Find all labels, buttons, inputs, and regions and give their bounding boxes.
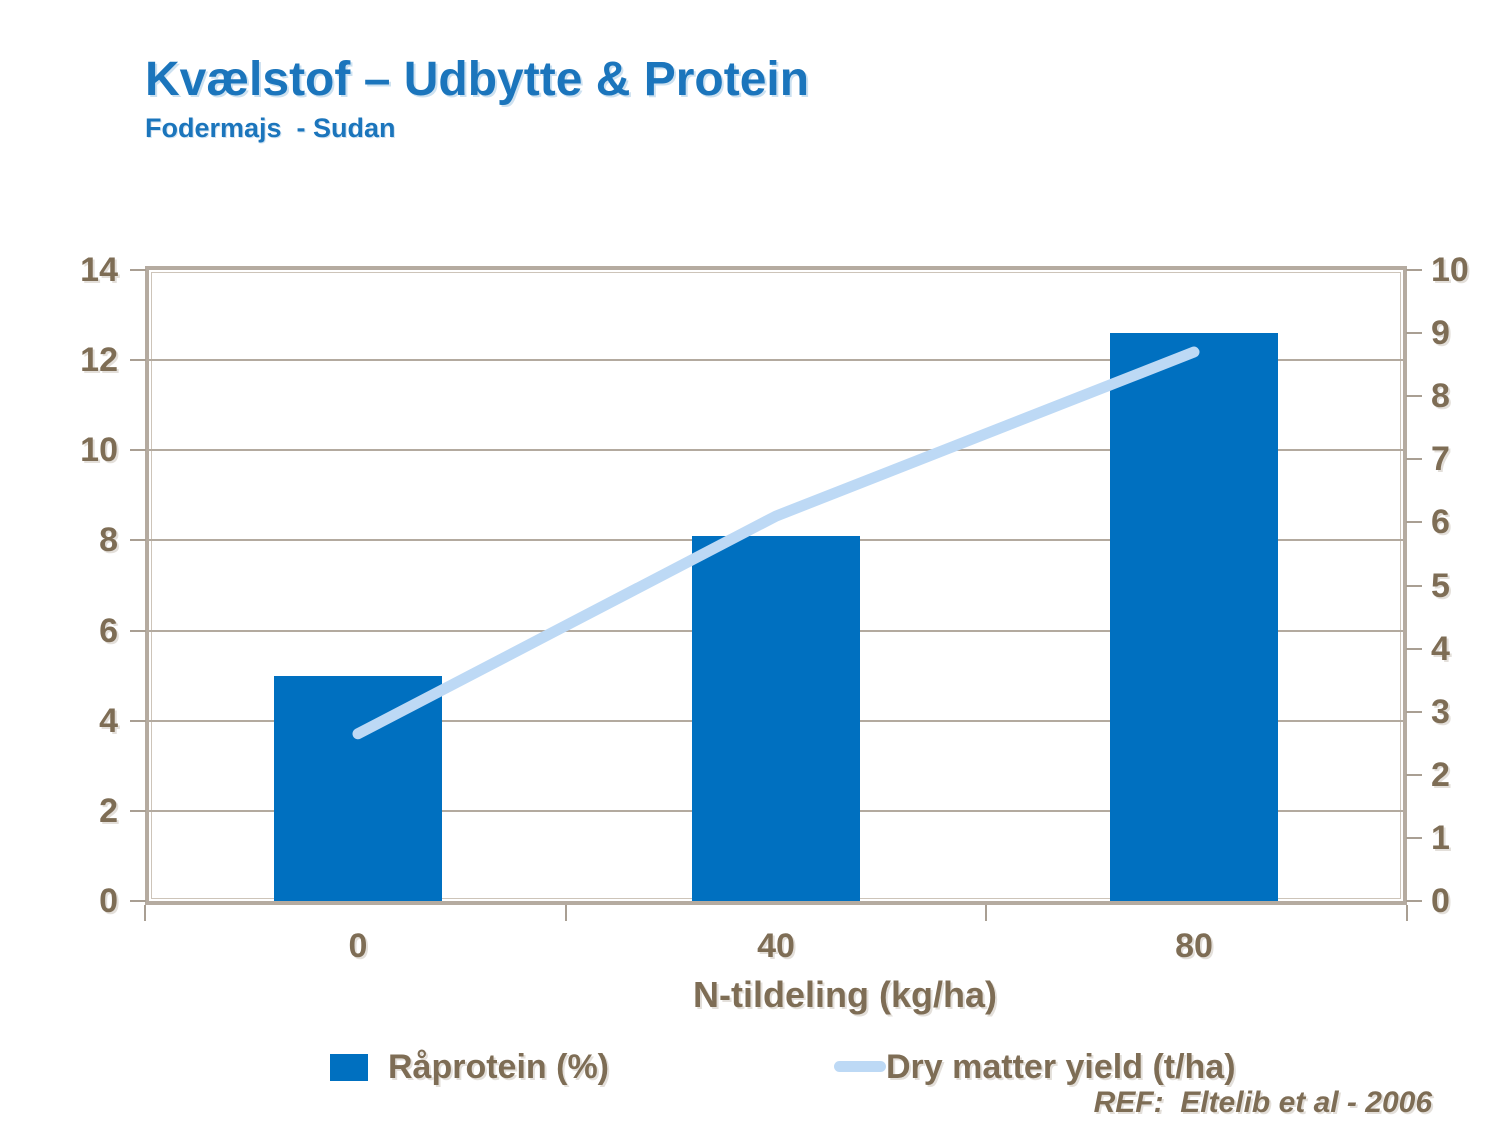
right-axis-label-9: 9 xyxy=(1431,314,1450,353)
x-axis-label-80: 80 xyxy=(1175,927,1213,965)
right-axis-label-7: 7 xyxy=(1431,440,1450,479)
dry-matter-line xyxy=(352,346,1200,740)
right-axis-tick-5 xyxy=(1406,584,1422,587)
x-axis-tick-1 xyxy=(564,905,567,921)
legend-label-raprotein: Råprotein (%) xyxy=(388,1048,609,1086)
bar-legend-swatch xyxy=(330,1054,368,1081)
legend-label-dry-matter-yield: Dry matter yield (t/ha) xyxy=(886,1048,1236,1086)
right-axis-tick-0 xyxy=(1406,900,1422,902)
x-axis-tick-2 xyxy=(985,905,988,921)
right-axis-tick-3 xyxy=(1406,710,1422,713)
left-axis-tick-12 xyxy=(130,359,146,362)
left-axis-tick-2 xyxy=(130,809,146,812)
chart-subtitle: Fodermajs - Sudan xyxy=(145,113,396,143)
line-legend-swatch xyxy=(834,1061,886,1072)
right-axis-label-2: 2 xyxy=(1431,755,1450,794)
right-axis-tick-8 xyxy=(1406,395,1422,398)
right-axis-label-1: 1 xyxy=(1431,818,1450,857)
x-axis-label-0: 0 xyxy=(348,927,368,965)
right-axis-label-10: 10 xyxy=(1431,251,1469,289)
left-axis-tick-0 xyxy=(130,900,146,902)
right-axis-tick-2 xyxy=(1406,773,1422,776)
right-axis-label-0: 0 xyxy=(1431,882,1450,920)
left-axis-tick-10 xyxy=(130,449,146,452)
right-axis-tick-6 xyxy=(1406,521,1422,524)
left-axis-label-12: 12 xyxy=(80,341,118,380)
chart-title: Kvælstof – Udbytte & Protein xyxy=(145,53,810,106)
right-axis-label-6: 6 xyxy=(1431,503,1450,542)
x-axis-title: N-tildeling (kg/ha) xyxy=(693,974,997,1015)
x-axis-label-40: 40 xyxy=(757,927,795,965)
left-axis-label-4: 4 xyxy=(99,701,118,740)
right-axis-tick-7 xyxy=(1406,458,1422,461)
left-axis-label-2: 2 xyxy=(99,791,118,830)
bar-0 xyxy=(274,675,442,901)
left-axis-label-6: 6 xyxy=(99,611,118,650)
left-axis-label-14: 14 xyxy=(80,251,118,289)
gridline-10 xyxy=(149,449,1403,452)
right-axis-tick-1 xyxy=(1406,836,1422,839)
left-axis-tick-4 xyxy=(130,719,146,722)
left-axis-tick-8 xyxy=(130,539,146,542)
gridline-12 xyxy=(149,359,1403,362)
left-axis-tick-14 xyxy=(130,269,146,271)
right-axis-tick-4 xyxy=(1406,647,1422,650)
right-axis-label-8: 8 xyxy=(1431,377,1450,416)
x-axis-tick-0 xyxy=(144,905,146,921)
bar-40 xyxy=(692,535,860,901)
line-series-dry-matter-yield xyxy=(352,346,1200,740)
plot-area xyxy=(145,266,1407,905)
right-axis-label-3: 3 xyxy=(1431,692,1450,731)
right-axis-tick-10 xyxy=(1406,269,1422,271)
left-axis-label-0: 0 xyxy=(99,882,118,920)
right-axis-tick-9 xyxy=(1406,332,1422,335)
bar-80 xyxy=(1110,333,1278,901)
left-axis-tick-6 xyxy=(130,629,146,632)
right-axis-label-4: 4 xyxy=(1431,629,1450,668)
left-axis-label-8: 8 xyxy=(99,521,118,560)
x-axis-tick-3 xyxy=(1406,905,1408,921)
right-axis-label-5: 5 xyxy=(1431,566,1450,605)
reference-text: REF: Eltelib et al - 2006 xyxy=(1093,1086,1432,1119)
left-axis-label-10: 10 xyxy=(80,431,118,470)
